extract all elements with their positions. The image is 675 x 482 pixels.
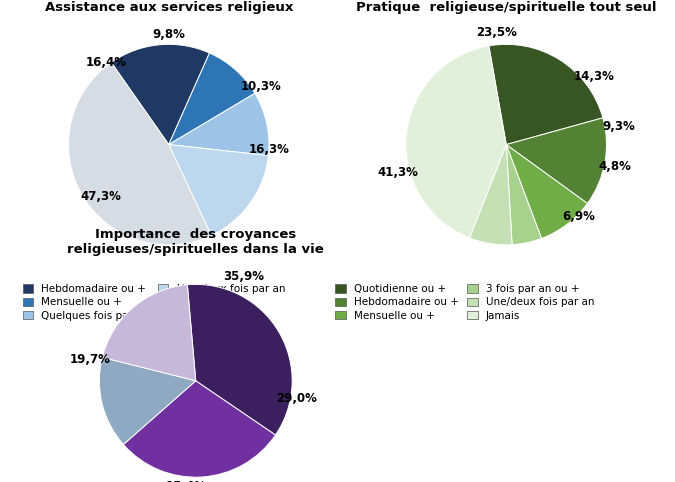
Text: 9,3%: 9,3%: [602, 120, 635, 133]
Wedge shape: [124, 381, 275, 477]
Text: 15,4%: 15,4%: [165, 481, 207, 482]
Wedge shape: [506, 118, 607, 203]
Text: 47,3%: 47,3%: [80, 190, 121, 203]
Text: 19,7%: 19,7%: [70, 353, 110, 366]
Wedge shape: [489, 44, 603, 145]
Title: Importance  des croyances
religieuses/spirituelles dans la vie: Importance des croyances religieuses/spi…: [68, 228, 324, 256]
Text: 10,3%: 10,3%: [240, 80, 281, 93]
Text: 4,8%: 4,8%: [598, 160, 631, 173]
Wedge shape: [406, 46, 506, 238]
Text: 16,4%: 16,4%: [86, 56, 127, 69]
Title: Assistance aux services religieux: Assistance aux services religieux: [45, 1, 293, 14]
Text: 9,8%: 9,8%: [153, 28, 185, 41]
Title: Pratique  religieuse/spirituelle tout seul: Pratique religieuse/spirituelle tout seu…: [356, 1, 657, 14]
Wedge shape: [188, 284, 292, 435]
Text: 14,3%: 14,3%: [574, 70, 615, 83]
Wedge shape: [506, 145, 587, 239]
Wedge shape: [169, 145, 269, 235]
Legend: Quotidienne ou +, Hebdomadaire ou +, Mensuelle ou +, 3 fois par an ou +, Une/deu: Quotidienne ou +, Hebdomadaire ou +, Men…: [331, 280, 599, 325]
Wedge shape: [169, 94, 269, 156]
Wedge shape: [102, 285, 196, 381]
Text: 35,9%: 35,9%: [223, 270, 265, 283]
Wedge shape: [169, 53, 255, 145]
Legend: Hebdomadaire ou +, Mensuelle ou +, Quelques fois par an, Une/deux fois par an, J: Hebdomadaire ou +, Mensuelle ou +, Quelq…: [18, 280, 290, 325]
Wedge shape: [68, 63, 211, 245]
Wedge shape: [111, 44, 209, 145]
Text: 16,3%: 16,3%: [248, 143, 290, 156]
Text: 29,0%: 29,0%: [277, 392, 317, 404]
Wedge shape: [99, 357, 196, 444]
Text: 41,3%: 41,3%: [377, 166, 418, 179]
Text: 6,9%: 6,9%: [562, 210, 595, 223]
Wedge shape: [506, 145, 541, 245]
Text: 23,5%: 23,5%: [476, 26, 516, 39]
Wedge shape: [470, 145, 512, 245]
